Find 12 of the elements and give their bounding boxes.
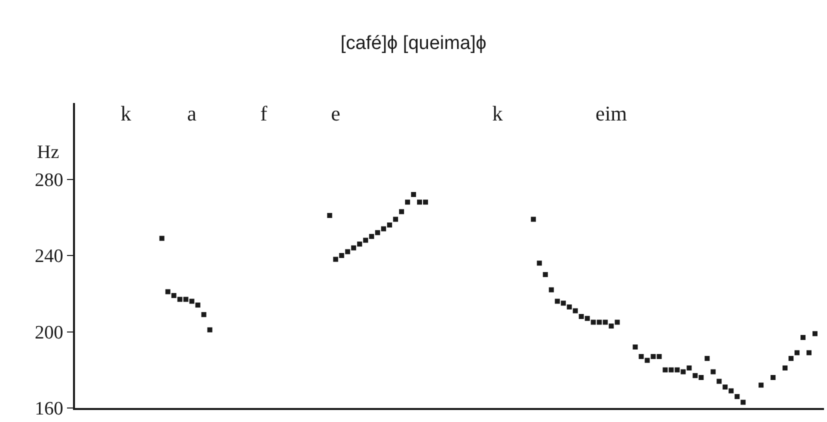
y-tick-label: 280 <box>34 170 64 191</box>
x-tick-label: k <box>492 102 504 126</box>
x-tick-label: a <box>187 102 198 126</box>
x-tick-label: f <box>260 102 268 126</box>
y-tick-label: 200 <box>34 322 64 344</box>
x-tick-label: e <box>330 102 340 126</box>
y-axis-title: Hz <box>37 142 60 163</box>
chart-title: [café]ϕ [queima]ϕ <box>340 32 486 54</box>
x-tick-label: k <box>120 102 132 126</box>
y-tick-label: 240 <box>34 246 64 268</box>
y-tick-label: 160 <box>34 398 64 420</box>
x-tick-label: eim <box>596 102 628 126</box>
